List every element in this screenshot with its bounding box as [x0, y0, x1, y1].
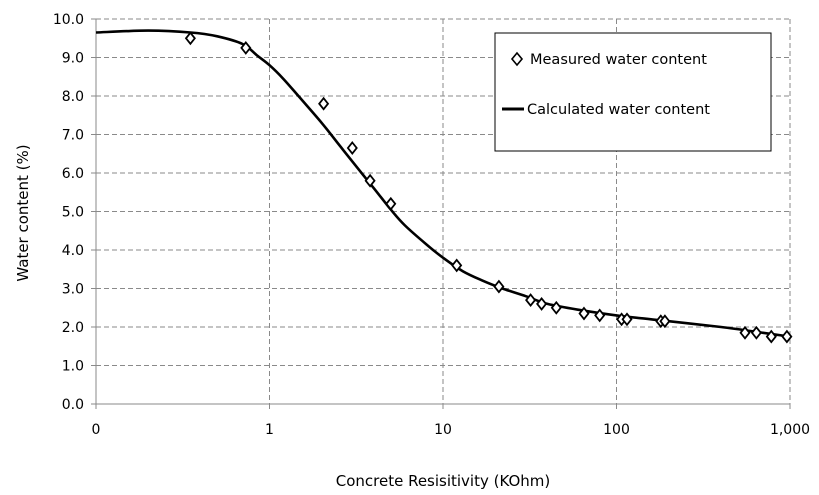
- x-tick-label: 1,000: [770, 422, 810, 438]
- measured-point: [659, 314, 671, 329]
- y-tick-label: 0.0: [62, 397, 84, 413]
- legend-box: [494, 32, 772, 152]
- measured-point: [536, 296, 548, 311]
- measured-point: [550, 300, 562, 315]
- x-tick-label: 0: [92, 422, 101, 438]
- measured-point: [493, 279, 505, 294]
- measured-point: [318, 96, 330, 111]
- x-tick-label: 10: [434, 422, 452, 438]
- measured-point: [739, 325, 751, 340]
- legend-label-calculated: Calculated water content: [527, 102, 710, 118]
- y-axis-title: Water content (%): [14, 144, 32, 281]
- calculated-water-content-series: [95, 29, 791, 338]
- measured-point: [346, 141, 358, 155]
- legend: Measured water content Calculated water …: [494, 32, 772, 152]
- measured-water-content-series: [184, 31, 793, 344]
- y-tick-label: 2.0: [62, 320, 84, 336]
- y-tick-label: 7.0: [62, 128, 84, 144]
- y-tick-label: 5.0: [62, 205, 84, 221]
- y-tick-label: 6.0: [62, 166, 84, 182]
- grid-lines: [96, 18, 791, 404]
- y-tick-label: 4.0: [62, 243, 84, 259]
- measured-point: [750, 325, 762, 340]
- measured-point: [451, 258, 463, 273]
- measured-point: [781, 329, 793, 344]
- legend-diamond-icon: [510, 51, 524, 67]
- axes: [91, 18, 791, 409]
- legend-label-measured: Measured water content: [530, 52, 707, 68]
- y-tick-label: 8.0: [62, 89, 84, 105]
- tick-labels: 0.0 1.0 2.0 3.0 4.0 5.0 6.0 7.0 8.0 9.0 10.0 0 1 10 10…: [53, 12, 810, 438]
- y-tick-label: 9.0: [62, 51, 84, 67]
- x-tick-label: 1: [265, 422, 274, 438]
- measured-point: [364, 173, 376, 188]
- measured-point: [385, 196, 397, 211]
- measured-point: [240, 40, 252, 55]
- measured-point: [184, 31, 196, 46]
- y-tick-label: 10.0: [53, 12, 84, 28]
- measured-point: [525, 293, 537, 308]
- measured-point: [578, 306, 590, 321]
- measured-point: [621, 312, 633, 327]
- y-tick-label: 1.0: [62, 359, 84, 375]
- y-tick-label: 3.0: [62, 282, 84, 298]
- measured-point: [765, 329, 777, 344]
- x-tick-label: 100: [603, 422, 630, 438]
- measured-point: [594, 308, 606, 323]
- x-axis-title: Concrete Resisitivity (KOhm): [336, 472, 551, 490]
- calculated-water-content-line: [95, 29, 791, 338]
